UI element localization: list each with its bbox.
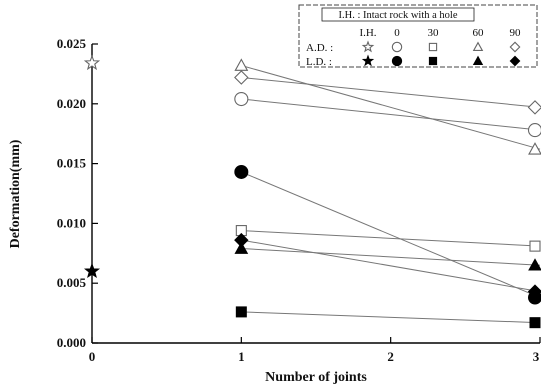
data-point-ad-30	[529, 240, 541, 252]
y-axis-label: Deformation(mm)	[8, 139, 23, 248]
y-tick-label: 0.010	[57, 215, 86, 230]
legend-header-30: 30	[428, 27, 440, 39]
legend-symbol-star-open	[361, 40, 375, 53]
series-line-ad-0	[241, 98, 541, 131]
legend-symbol-triangle-filled	[472, 55, 484, 65]
y-tick-label: 0.020	[57, 96, 86, 111]
x-tick-label: 3	[533, 349, 540, 364]
x-tick-label: 1	[238, 349, 245, 364]
legend: I.H. : Intact rock with a hole I.H. 0 30…	[298, 4, 538, 68]
series-line-ld-90	[241, 239, 541, 293]
y-tick-label: 0.025	[57, 36, 87, 51]
data-point-ld-60	[528, 258, 541, 271]
y-tick-label: 0.005	[57, 275, 87, 290]
data-point-ld-90	[234, 232, 249, 248]
legend-row-ad-label: A.D. :	[306, 42, 333, 54]
x-tick-label: 2	[387, 349, 394, 364]
series-line-ad-90	[241, 77, 541, 108]
data-point-ad-ih	[83, 54, 101, 71]
series-markers	[83, 54, 541, 329]
data-point-ld-30	[235, 306, 247, 318]
series-line-ad-60	[241, 65, 541, 150]
series-line-ld-0	[241, 171, 541, 299]
series-line-ld-30	[241, 311, 541, 324]
data-point-ld-90	[527, 284, 541, 299]
legend-header-ih: I.H.	[359, 27, 376, 39]
y-tick-label: 0.015	[57, 156, 87, 171]
legend-frame	[298, 4, 538, 68]
legend-symbol-star-filled	[361, 54, 375, 67]
series-lines	[241, 65, 541, 324]
data-point-ad-0	[234, 91, 249, 107]
legend-title: I.H. : Intact rock with a hole	[339, 10, 458, 21]
legend-symbol-square-open	[428, 42, 438, 52]
data-point-ld-30	[529, 317, 541, 329]
plot-area	[91, 44, 540, 344]
x-ticks: 0 1 2 3	[89, 337, 541, 364]
legend-symbol-circle-filled	[391, 55, 403, 67]
data-point-ad-90	[234, 70, 249, 85]
data-point-ad-60	[234, 58, 249, 71]
x-axis-label: Number of joints	[265, 370, 367, 385]
data-point-ad-90	[527, 100, 541, 115]
data-point-ld-60	[234, 241, 249, 254]
legend-symbols	[361, 40, 521, 67]
legend-symbol-triangle-open	[472, 41, 484, 52]
series-line-ld-60	[241, 248, 541, 266]
series-line-ad-30	[241, 230, 541, 247]
data-point-ad-0	[527, 123, 541, 138]
y-ticks: 0.000 0.005 0.010 0.015 0.020 0.025	[57, 36, 98, 350]
legend-symbol-diamond-filled	[509, 55, 521, 67]
legend-symbol-circle-open	[391, 41, 403, 53]
data-point-ld-ih	[83, 262, 101, 279]
x-tick-label: 0	[89, 349, 96, 364]
legend-header-0: 0	[394, 27, 400, 39]
legend-row-ld-label: L.D. :	[306, 56, 332, 68]
legend-symbol-diamond-open	[509, 41, 521, 53]
legend-title-box	[321, 7, 475, 22]
legend-header-90: 90	[510, 27, 522, 39]
data-point-ad-60	[528, 142, 541, 155]
legend-header-60: 60	[473, 27, 485, 39]
data-point-ld-0	[234, 164, 249, 179]
y-tick-label: 0.000	[57, 335, 86, 350]
legend-symbol-square-filled	[428, 56, 438, 66]
